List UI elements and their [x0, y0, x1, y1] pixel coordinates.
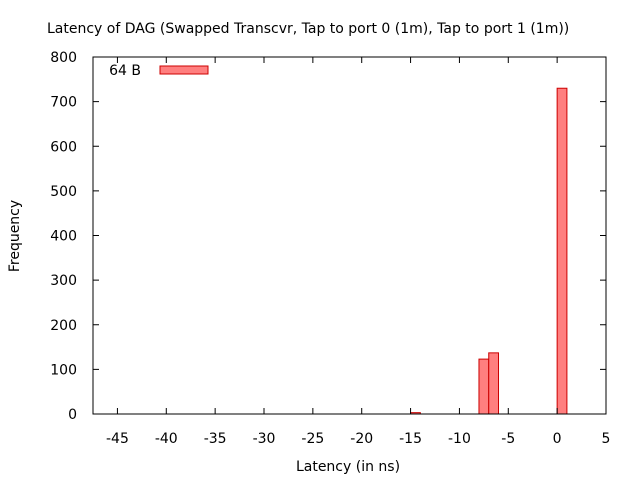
x-tick-label: -30 — [253, 431, 276, 447]
histogram-bar — [478, 358, 490, 415]
x-tick-label: -45 — [106, 431, 129, 447]
x-tick-label: -10 — [448, 431, 471, 447]
x-axis-title: Latency (in ns) — [296, 459, 400, 475]
y-tick-label: 0 — [68, 407, 77, 423]
y-tick-label: 200 — [50, 318, 77, 334]
x-tick-label: 5 — [602, 431, 611, 447]
y-tick-label: 100 — [50, 362, 77, 378]
chart-title: Latency of DAG (Swapped Transcvr, Tap to… — [47, 21, 569, 37]
y-tick-label: 400 — [50, 229, 77, 245]
y-tick-label: 800 — [50, 50, 77, 66]
plot-frame — [92, 56, 607, 415]
histogram-bar — [488, 352, 500, 415]
y-tick-label: 300 — [50, 273, 77, 289]
legend-label: 64 B — [109, 63, 141, 79]
legend-swatch — [159, 65, 209, 75]
x-tick-label: -20 — [350, 431, 373, 447]
y-tick-label: 500 — [50, 184, 77, 200]
x-tick-label: -5 — [501, 431, 515, 447]
y-axis-title: Frequency — [7, 200, 23, 272]
y-tick-label: 600 — [50, 139, 77, 155]
histogram-bar — [556, 87, 568, 415]
x-tick-label: -25 — [301, 431, 324, 447]
y-tick-label: 700 — [50, 95, 77, 111]
x-tick-label: -15 — [399, 431, 422, 447]
plot-area: 0 100 200 300 400 500 600 700 800 -45 -40 -35 -30 -25… — [50, 50, 610, 447]
x-tick-label: -40 — [155, 431, 178, 447]
x-tick-label: -35 — [204, 431, 227, 447]
x-tick-label: 0 — [553, 431, 562, 447]
